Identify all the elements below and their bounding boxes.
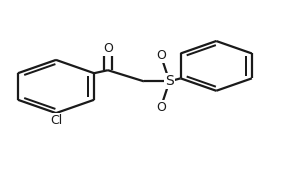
Text: O: O bbox=[156, 101, 166, 114]
Text: O: O bbox=[156, 49, 166, 62]
Text: S: S bbox=[165, 74, 174, 88]
Text: O: O bbox=[103, 42, 113, 55]
Text: Cl: Cl bbox=[50, 114, 62, 127]
